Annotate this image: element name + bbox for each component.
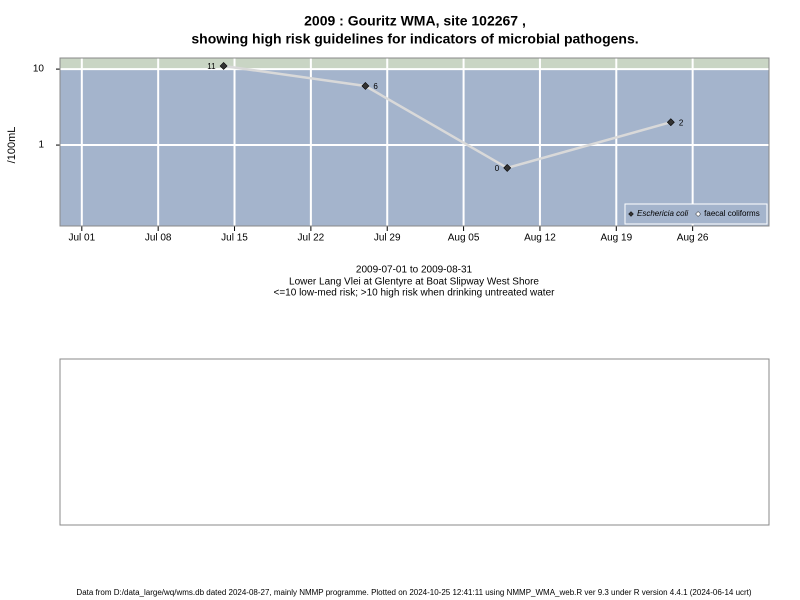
high-risk-band: [60, 58, 769, 70]
legend-label: faecal coliforms: [704, 209, 760, 218]
data-label: 0: [495, 164, 500, 173]
chart-title: 2009 : Gouritz WMA, site 102267 ,: [304, 13, 526, 29]
x-tick-label: Aug 19: [600, 233, 632, 244]
y-axis-label: /100mL: [6, 127, 18, 164]
data-point: [666, 118, 675, 127]
x-tick-label: Aug 05: [448, 233, 480, 244]
data-label: 6: [373, 82, 378, 91]
note: 2009-07-01 to 2009-08-31: [356, 265, 473, 276]
x-tick-label: Aug 12: [524, 233, 556, 244]
legend-marker: [628, 211, 634, 217]
x-tick-label: Aug 26: [677, 233, 709, 244]
data-label: 2: [679, 118, 684, 127]
x-tick-label: Jul 01: [68, 233, 95, 244]
plot-frame: [59, 57, 770, 227]
legend-marker: [695, 211, 701, 217]
data-point: [219, 62, 228, 70]
note: <=10 low-med risk; >10 high risk when dr…: [274, 288, 556, 299]
plot-background: [60, 58, 769, 226]
x-tick-label: Jul 15: [221, 233, 248, 244]
x-tick-label: Jul 08: [145, 233, 172, 244]
data-point: [503, 164, 512, 172]
x-tick-label: Jul 22: [298, 233, 325, 244]
legend-label: Eschericia coli: [637, 209, 688, 218]
chart-subtitle: showing high risk guidelines for indicat…: [191, 31, 638, 47]
empty-panel: [59, 358, 770, 526]
series-line: [223, 64, 672, 170]
data-label: 11: [207, 62, 216, 71]
data-point: [361, 82, 370, 90]
y-tick-label: 1: [38, 140, 44, 151]
note: Lower Lang Vlei at Glentyre at Boat Slip…: [289, 277, 539, 288]
y-tick-label: 10: [33, 64, 45, 75]
footer: Data from D:/data_large/wq/wms.db dated …: [76, 588, 751, 597]
x-tick-label: Jul 29: [374, 233, 401, 244]
